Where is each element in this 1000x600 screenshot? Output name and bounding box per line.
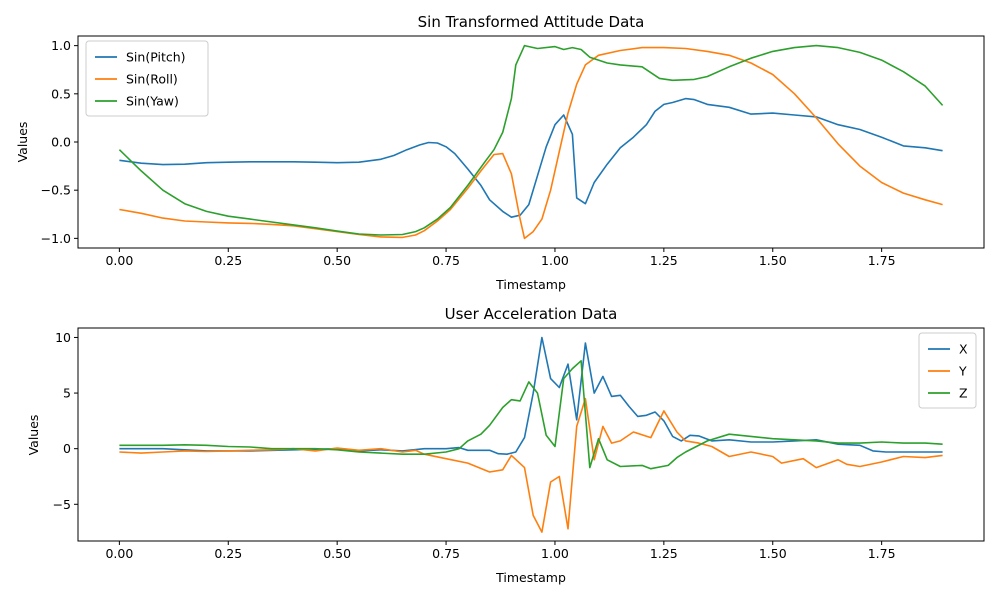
y-tick-label: 1.0: [51, 38, 71, 53]
x-tick-label: 0.75: [432, 253, 460, 268]
x-tick-label: 1.00: [541, 253, 569, 268]
series-line-y: [119, 397, 943, 533]
x-tick-label: 0.25: [214, 253, 242, 268]
y-tick-label: −5: [53, 497, 71, 512]
x-axis-label: Timestamp: [495, 277, 566, 292]
x-tick-label: 0.50: [323, 546, 351, 561]
legend: Sin(Pitch) Sin(Roll) Sin(Yaw): [85, 40, 209, 117]
legend-label: Sin(Roll): [126, 72, 178, 87]
series-line-sin-pitch: [119, 97, 943, 218]
axes-frame: [77, 327, 985, 542]
x-tick-label: 1.75: [868, 253, 896, 268]
x-axis: 0.00 0.25 0.50 0.75 1.00 1.25 1.50 1.75: [105, 541, 896, 561]
x-tick-label: 0.25: [214, 546, 242, 561]
series-line-z: [119, 360, 943, 470]
x-tick-label: 1.25: [650, 253, 678, 268]
y-tick-label: −0.5: [41, 183, 71, 198]
subplot-acceleration: User Acceleration Data 0.00 0.25 0.50 0.75 1…: [26, 305, 985, 585]
legend-label: Z: [959, 386, 968, 401]
series-line-sin-yaw: [118, 44, 944, 236]
x-tick-label: 0.00: [105, 253, 133, 268]
series-line-x: [119, 336, 943, 455]
x-tick-label: 0.00: [105, 546, 133, 561]
plot-area: [119, 336, 943, 533]
legend-box: [85, 40, 209, 117]
subplot-attitude: Sin Transformed Attitude Data 0.00 0.25 0.…: [15, 13, 985, 292]
x-tick-label: 1.25: [650, 546, 678, 561]
x-tick-label: 0.75: [432, 546, 460, 561]
legend-label: X: [959, 342, 968, 357]
y-axis-label: Values: [15, 122, 30, 163]
y-tick-label: 0: [63, 441, 71, 456]
x-tick-label: 1.75: [868, 546, 896, 561]
x-tick-label: 1.00: [541, 546, 569, 561]
chart-title: Sin Transformed Attitude Data: [418, 13, 645, 31]
y-tick-label: 5: [63, 386, 71, 401]
x-tick-label: 1.50: [759, 546, 787, 561]
legend-label: Y: [958, 364, 967, 379]
x-tick-label: 0.50: [323, 253, 351, 268]
legend: XYZ: [918, 332, 977, 409]
y-tick-label: −1.0: [41, 231, 71, 246]
x-tick-label: 1.50: [759, 253, 787, 268]
plot-area: [118, 44, 944, 240]
legend-label: Sin(Yaw): [126, 94, 179, 109]
series-line-sin-roll: [119, 46, 943, 240]
y-tick-label: 0.0: [51, 135, 71, 150]
legend-label: Sin(Pitch): [126, 50, 186, 65]
y-axis: −1.0 −0.5 0.0 0.5 1.0: [41, 38, 78, 246]
x-axis-label: Timestamp: [495, 570, 566, 585]
x-axis: 0.00 0.25 0.50 0.75 1.00 1.25 1.50 1.75: [105, 248, 896, 268]
y-axis: −5 0 5 10: [53, 330, 78, 512]
y-tick-label: 0.5: [51, 86, 71, 101]
y-axis-label: Values: [26, 415, 41, 456]
y-tick-label: 10: [55, 330, 71, 345]
chart-title: User Acceleration Data: [445, 305, 618, 323]
